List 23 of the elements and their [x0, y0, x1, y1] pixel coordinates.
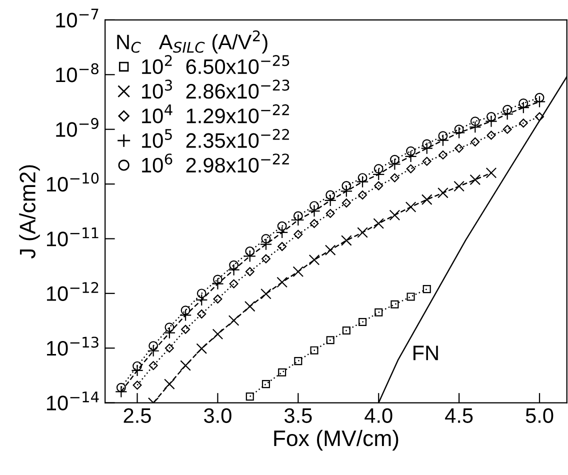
legend-label: 10$^{6}$ 2.98x10$^{−22}$ [142, 154, 289, 173]
legend-label: 10$^{2}$ 6.50x10$^{−25}$ [142, 55, 290, 74]
y-tick-label: 10$^{−13}$ [47, 336, 98, 356]
y-axis-title: J (A/cm2) [19, 165, 40, 259]
x-axis-title: Fox (MV/cm) [274, 430, 398, 451]
y-tick-label: 10$^{−11}$ [47, 228, 98, 246]
legend-label: 10$^{3}$ 2.86x10$^{−23}$ [142, 80, 290, 99]
y-tick-label: 10$^{−7}$ [56, 8, 98, 28]
x-tick-label: 4.0 [364, 408, 392, 423]
legend-label: 10$^{4}$ 1.29x10$^{−22}$ [142, 104, 289, 124]
y-tick-label: 10$^{−9}$ [56, 118, 98, 137]
y-tick-label: 10$^{−10}$ [47, 172, 99, 192]
series-label: FN [414, 346, 438, 360]
legend-label: 10$^{5}$ 2.35x10$^{−22}$ [142, 128, 289, 148]
x-tick-label: 5.0 [526, 408, 554, 423]
x-tick-label: 3.0 [204, 408, 232, 423]
y-tick-label: 10$^{−8}$ [56, 63, 98, 82]
text: N$_{C}$ A$_{SILC}$ (A/V$^{2}$) [117, 30, 268, 54]
y-tick-label: 10$^{−14}$ [47, 392, 99, 410]
x-tick-label: 4.5 [445, 408, 473, 423]
x-tick-label: 2.5 [124, 408, 151, 423]
y-tick-label: 10$^{−12}$ [47, 282, 98, 302]
x-tick-label: 3.5 [284, 408, 312, 423]
